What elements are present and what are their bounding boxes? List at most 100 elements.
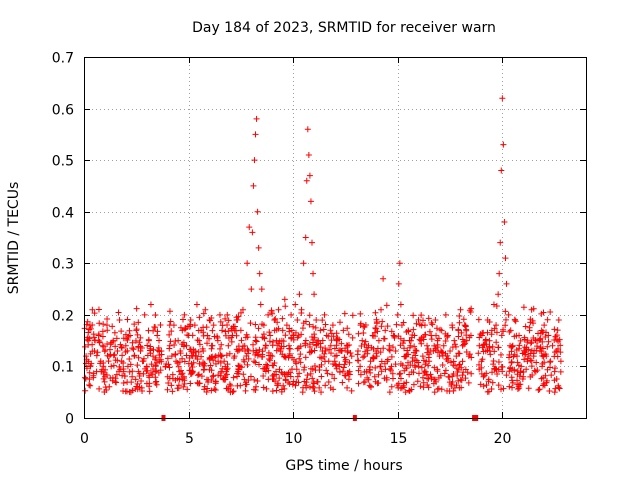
data-point <box>478 370 485 377</box>
data-point <box>116 317 123 324</box>
data-point <box>514 359 521 366</box>
data-point <box>537 344 544 351</box>
data-point <box>311 388 318 395</box>
data-point <box>329 322 336 329</box>
data-point <box>355 367 362 374</box>
data-point <box>191 322 198 329</box>
data-point <box>310 323 317 330</box>
data-point <box>276 366 283 373</box>
data-point <box>261 335 268 342</box>
data-point <box>491 348 498 355</box>
data-point <box>388 383 395 390</box>
data-point <box>373 320 380 327</box>
data-point <box>244 361 251 368</box>
data-point <box>266 329 273 336</box>
data-point <box>311 362 318 369</box>
data-point <box>514 377 521 384</box>
data-point <box>271 371 278 378</box>
data-point <box>153 359 160 366</box>
data-point <box>534 343 541 350</box>
data-point <box>247 373 254 380</box>
data-point <box>153 378 160 385</box>
data-point <box>410 369 417 376</box>
data-point <box>103 386 110 393</box>
data-point <box>342 372 349 379</box>
data-point <box>527 350 534 357</box>
data-point <box>210 372 217 379</box>
data-point <box>535 387 542 394</box>
data-point <box>99 333 106 340</box>
data-point <box>200 361 207 368</box>
data-point <box>286 380 293 387</box>
data-point <box>132 337 139 344</box>
data-point <box>336 368 343 375</box>
data-point <box>166 322 173 329</box>
data-point <box>187 321 194 328</box>
data-point <box>303 379 310 386</box>
data-point <box>287 345 294 352</box>
data-point <box>431 389 438 396</box>
data-point <box>267 332 274 339</box>
data-point <box>120 379 127 386</box>
data-point <box>554 353 561 360</box>
data-point <box>214 333 221 340</box>
data-point <box>288 327 295 334</box>
data-point <box>435 385 442 392</box>
data-point <box>266 356 273 363</box>
data-point <box>146 383 153 390</box>
data-point <box>449 324 456 331</box>
data-point <box>413 320 420 327</box>
data-point <box>555 384 562 391</box>
data-point <box>147 350 154 357</box>
data-point <box>280 343 287 350</box>
data-point <box>239 306 246 313</box>
data-point <box>192 348 199 355</box>
data-point <box>442 338 449 345</box>
data-point <box>218 352 225 359</box>
data-point <box>514 386 521 393</box>
data-point <box>102 384 109 391</box>
data-point <box>482 336 489 343</box>
data-point <box>254 208 261 215</box>
data-point <box>318 361 325 368</box>
data-point <box>123 388 130 395</box>
data-point <box>131 352 138 359</box>
data-point <box>367 384 374 391</box>
data-point <box>552 365 559 372</box>
data-point <box>86 382 93 389</box>
data-point <box>372 309 379 316</box>
data-point <box>420 317 427 324</box>
data-point <box>188 370 195 377</box>
data-point <box>455 366 462 373</box>
data-point <box>239 345 246 352</box>
data-point <box>330 386 337 393</box>
data-point <box>230 354 237 361</box>
data-point <box>527 340 534 347</box>
data-point <box>87 350 94 357</box>
data-point <box>540 380 547 387</box>
data-point <box>386 389 393 396</box>
data-point <box>96 385 103 392</box>
data-point <box>344 384 351 391</box>
data-point <box>184 386 191 393</box>
data-point <box>257 301 264 308</box>
data-point <box>459 372 466 379</box>
data-point <box>476 342 483 349</box>
data-point <box>158 351 165 358</box>
data-point <box>134 362 141 369</box>
data-point <box>544 366 551 373</box>
data-point <box>498 386 505 393</box>
data-point <box>516 373 523 380</box>
data-point <box>475 350 482 357</box>
data-point <box>228 338 235 345</box>
data-point <box>96 320 103 327</box>
data-point <box>111 329 118 336</box>
data-point <box>234 370 241 377</box>
data-point <box>174 375 181 382</box>
data-point <box>166 308 173 315</box>
data-point <box>152 362 159 369</box>
data-point <box>294 373 301 380</box>
data-point <box>247 320 254 327</box>
data-point <box>440 342 447 349</box>
data-point <box>360 323 367 330</box>
